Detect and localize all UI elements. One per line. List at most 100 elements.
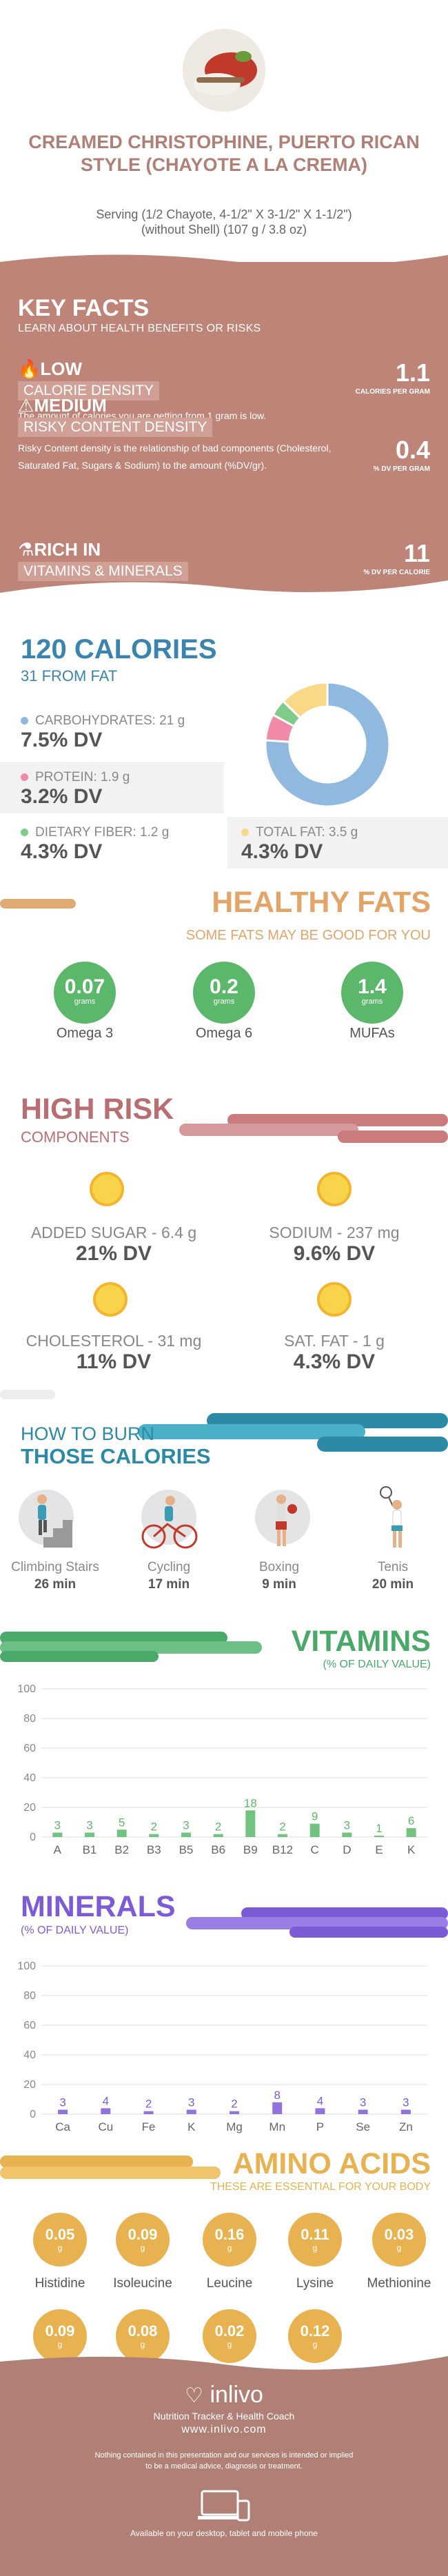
minerals-subtitle: (% OF DAILY VALUE) xyxy=(21,1925,129,1936)
risk-dv: 4.3% DV xyxy=(293,1350,376,1373)
bar-K xyxy=(406,1828,416,1837)
bar-Se xyxy=(358,2109,368,2114)
nutrient-dv: 4.3% DV xyxy=(21,840,103,863)
footer-disclaimer-1: Nothing contained in this presentation a… xyxy=(94,2451,354,2460)
footer-url[interactable]: www.inlivo.com xyxy=(181,2424,267,2435)
amino-title: AMINO ACIDS xyxy=(232,2147,431,2180)
bar-value-label: 3 xyxy=(360,2096,366,2109)
amino-value: 0.12 xyxy=(300,2322,330,2340)
amino-circle: 0.05 g xyxy=(33,2213,87,2266)
bar-B3 xyxy=(149,1834,159,1837)
x-tick-label: D xyxy=(343,1843,351,1856)
activity-minutes: 20 min xyxy=(371,1577,414,1592)
footer-available: Available on your desktop, tablet and mo… xyxy=(130,2528,318,2538)
x-tick-label: Fe xyxy=(142,2120,156,2133)
amino-unit: g xyxy=(227,2243,232,2253)
activity-minutes: 26 min xyxy=(34,1577,77,1592)
nutrient-fiber: DIETARY FIBER: 1.2 g 4.3% DV xyxy=(21,825,170,863)
high-risk-title: HIGH RISK xyxy=(21,1093,174,1126)
vitamins-title: VITAMINS xyxy=(291,1625,431,1658)
y-tick-label: 20 xyxy=(23,2079,36,2091)
stripe-decoration xyxy=(179,1114,448,1143)
food-image xyxy=(183,29,265,112)
x-tick-label: E xyxy=(375,1843,383,1856)
bar-Cu xyxy=(101,2108,111,2114)
activity-label: Climbing Stairs xyxy=(11,1560,99,1574)
activity-minutes: 9 min xyxy=(262,1577,296,1592)
minerals-bar-chart: 100 80 60 40 20 0 3 Ca 4 Cu 2 Fe 3 K 2 Mg 8 Mn 4 P 3 Se 3 Zn xyxy=(17,1960,427,2133)
risk-label: CHOLESTEROL - 31 mg xyxy=(26,1332,202,1350)
bar-value-label: 3 xyxy=(344,1819,350,1832)
bar-B2 xyxy=(116,1829,127,1837)
vitamins-subtitle: (% OF DAILY VALUE) xyxy=(323,1659,431,1670)
amino-label: Lysine xyxy=(296,2276,334,2291)
amino-label: Leucine xyxy=(206,2276,253,2291)
bar-Ca xyxy=(58,2109,68,2114)
bar-value-label: 18 xyxy=(244,1796,257,1809)
y-tick-label: 0 xyxy=(30,2109,36,2120)
bar-value-label: 3 xyxy=(54,1819,61,1832)
x-tick-label: B5 xyxy=(179,1843,194,1856)
stripe-decoration xyxy=(186,1907,448,1938)
amino-unit: g xyxy=(140,2340,145,2349)
y-tick-label: 40 xyxy=(23,2049,36,2061)
fact-unit: % DV PER CALORIE xyxy=(363,569,430,576)
fact-level: 🔥LOW xyxy=(18,358,83,379)
x-tick-label: Zn xyxy=(399,2120,413,2133)
x-tick-label: K xyxy=(187,2120,196,2133)
legend-dot xyxy=(241,829,249,836)
calories-title: 120 CALORIES xyxy=(21,634,217,665)
x-tick-label: Ca xyxy=(55,2120,70,2133)
risk-dv: 9.6% DV xyxy=(293,1242,376,1265)
bar-B1 xyxy=(85,1832,94,1837)
smiley-icon xyxy=(90,1172,124,1206)
amino-circle: 0.11 g xyxy=(288,2213,342,2266)
serving-info: Serving (1/2 Chayote, 4-1/2" X 3-1/2" X … xyxy=(28,207,420,237)
amino-circle: 0.09 g xyxy=(116,2213,170,2266)
stripe-decoration xyxy=(0,1632,262,1662)
y-tick-label: 80 xyxy=(23,1713,36,1725)
healthy-fats-title: HEALTHY FATS xyxy=(212,886,431,919)
amino-value: 0.09 xyxy=(45,2322,75,2340)
y-tick-label: 0 xyxy=(30,1832,36,1843)
bar-Zn xyxy=(400,2109,411,2114)
amino-subtitle: THESE ARE ESSENTIAL FOR YOUR BODY xyxy=(210,2181,431,2193)
bar-value-label: 1 xyxy=(376,1822,382,1835)
amino-value: 0.05 xyxy=(45,2226,75,2243)
bar-value-label: 6 xyxy=(408,1814,414,1827)
bar-P xyxy=(315,2108,325,2114)
risk-label: ADDED SUGAR - 6.4 g xyxy=(30,1224,197,1241)
x-tick-label: B3 xyxy=(147,1843,161,1856)
fat-omega3-circle: 0.07 grams xyxy=(54,962,116,1024)
vitamins-bar-chart: 100 80 60 40 20 0 3 A 3 B1 5 B2 2 B3 3 B5 2 B6 18 B9 2 B12 9 C 3… xyxy=(17,1683,427,1856)
amino-unit: g xyxy=(396,2243,402,2253)
bar-value-label: 2 xyxy=(279,1821,285,1834)
amino-unit: g xyxy=(57,2340,63,2349)
flame-icon: 🔥 xyxy=(18,358,41,379)
devices-icon xyxy=(198,2490,250,2522)
y-tick-label: 60 xyxy=(23,2020,36,2031)
calories-subtitle: 31 FROM FAT xyxy=(21,667,118,684)
fact-level: ⚠MEDIUM xyxy=(18,395,107,416)
amino-unit: g xyxy=(312,2243,318,2253)
risk-label: SAT. FAT - 1 g xyxy=(284,1332,385,1350)
burn-title-line1: HOW TO BURN xyxy=(21,1423,155,1444)
x-tick-label: C xyxy=(311,1843,319,1856)
fat-mufa-circle: 1.4 grams xyxy=(341,962,403,1024)
fact-desc: Risky Content density is the relationshi… xyxy=(18,443,332,471)
boxing-icon xyxy=(248,1485,317,1554)
amino-circle: 0.12 g xyxy=(288,2309,342,2363)
activity-label: Boxing xyxy=(258,1560,300,1574)
y-tick-label: 80 xyxy=(23,1990,36,2002)
bar-B5 xyxy=(181,1832,191,1837)
activity-label: Cycling xyxy=(147,1560,191,1574)
bar-value-label: 4 xyxy=(317,2094,323,2107)
amino-value: 0.03 xyxy=(384,2226,414,2243)
bar-value-label: 3 xyxy=(183,1819,189,1832)
bar-B12 xyxy=(278,1834,287,1837)
bar-value-label: 2 xyxy=(145,2098,152,2111)
amino-label: Methionine xyxy=(367,2276,431,2291)
stripe-decoration xyxy=(0,1390,448,1452)
amino-value: 0.02 xyxy=(214,2322,245,2340)
bar-value-label: 2 xyxy=(215,1821,221,1834)
